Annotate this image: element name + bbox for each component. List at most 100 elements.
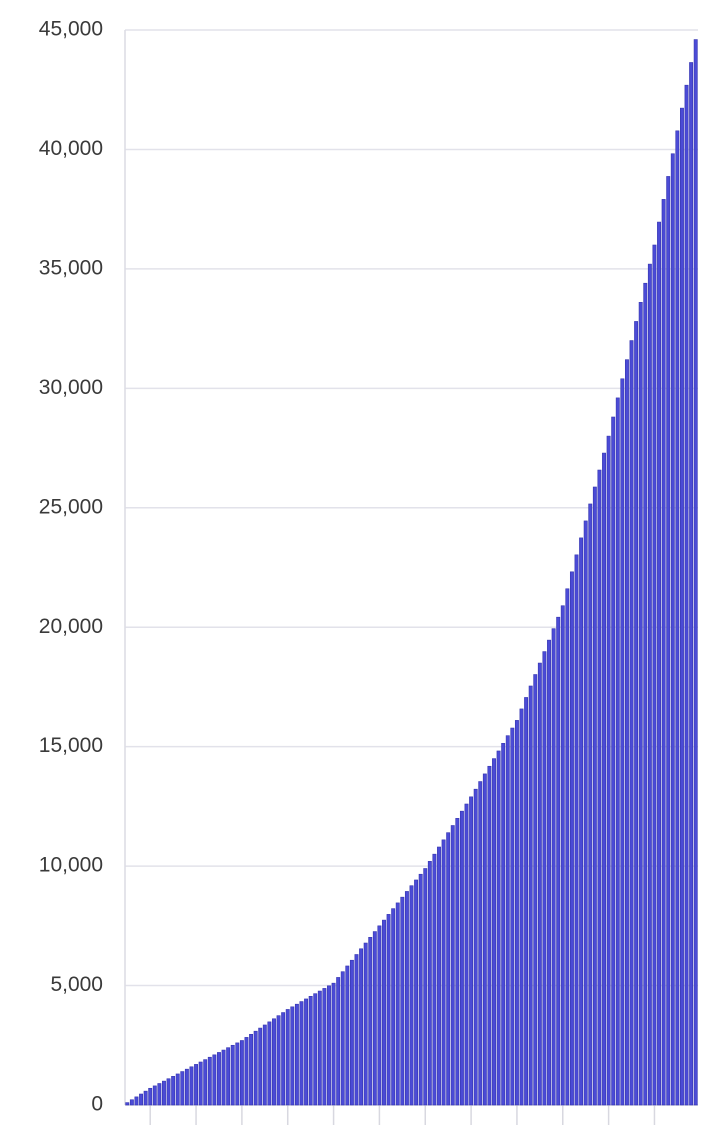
- bar: [556, 616, 561, 1106]
- bar: [414, 879, 419, 1106]
- bar: [377, 925, 382, 1106]
- bar: [221, 1049, 226, 1106]
- bar: [400, 896, 405, 1106]
- bar: [212, 1054, 217, 1106]
- bar: [359, 948, 364, 1106]
- bar: [496, 750, 501, 1106]
- bar: [611, 416, 616, 1106]
- bar: [175, 1073, 180, 1106]
- bar: [473, 788, 478, 1106]
- bar: [281, 1012, 286, 1106]
- y-tick-label: 45,000: [39, 18, 103, 41]
- bar: [432, 853, 437, 1106]
- bar: [226, 1047, 231, 1106]
- bar: [272, 1018, 276, 1106]
- bar: [510, 727, 515, 1106]
- bar: [469, 796, 474, 1106]
- bar: [597, 469, 602, 1106]
- y-tick-label: 5,000: [50, 973, 103, 996]
- bar: [363, 942, 368, 1106]
- bar: [198, 1061, 203, 1106]
- bar: [647, 263, 652, 1106]
- bar: [230, 1044, 235, 1106]
- y-tick-label: 15,000: [39, 734, 103, 757]
- bar: [253, 1030, 258, 1106]
- bar: [276, 1015, 281, 1106]
- bar: [194, 1064, 199, 1106]
- bar: [184, 1068, 189, 1106]
- bar: [354, 954, 359, 1106]
- bar: [551, 628, 556, 1106]
- bar: [514, 720, 519, 1106]
- bar: [308, 996, 313, 1106]
- bar: [574, 554, 579, 1106]
- bar: [203, 1059, 208, 1106]
- bar: [290, 1006, 295, 1106]
- bar: [382, 919, 386, 1106]
- bar: [322, 988, 327, 1106]
- bar: [349, 959, 354, 1106]
- bar: [542, 651, 547, 1106]
- y-tick-label: 35,000: [39, 256, 103, 279]
- y-tick-label: 20,000: [39, 615, 103, 638]
- bar: [652, 244, 657, 1106]
- bar: [492, 758, 496, 1106]
- bar: [693, 39, 698, 1106]
- bar: [624, 359, 629, 1106]
- bar: [615, 397, 620, 1106]
- bar: [680, 107, 684, 1106]
- bar: [620, 378, 625, 1106]
- bar: [464, 803, 469, 1106]
- bar: [569, 571, 574, 1106]
- bar: [634, 321, 639, 1106]
- bar: [207, 1056, 212, 1106]
- bar: [459, 810, 464, 1106]
- bar: [505, 735, 510, 1106]
- y-tick-label: 40,000: [39, 137, 103, 160]
- bar: [327, 985, 331, 1106]
- bar: [152, 1085, 157, 1106]
- y-tick-label: 25,000: [39, 495, 103, 518]
- bar: [395, 902, 400, 1106]
- bar: [583, 520, 588, 1106]
- bar: [629, 340, 634, 1106]
- bar: [579, 537, 584, 1106]
- bar: [592, 486, 597, 1106]
- bar: [129, 1099, 134, 1106]
- bar: [427, 861, 432, 1106]
- bar: [404, 891, 409, 1106]
- bar: [157, 1083, 162, 1106]
- bar: [638, 302, 643, 1106]
- bar: [313, 993, 318, 1106]
- bar: [162, 1080, 166, 1106]
- bar: [446, 832, 451, 1106]
- bar: [134, 1096, 139, 1106]
- bar: [560, 605, 565, 1106]
- bar: [304, 998, 309, 1106]
- bar: [533, 674, 538, 1106]
- bar: [148, 1087, 153, 1106]
- bar: [606, 435, 611, 1106]
- bar: [336, 977, 341, 1106]
- bar: [166, 1078, 171, 1106]
- bar: [258, 1027, 263, 1106]
- bar: [482, 773, 487, 1106]
- bar: [386, 914, 391, 1106]
- bar: [345, 965, 350, 1106]
- bar: [249, 1033, 254, 1106]
- bar: [501, 743, 506, 1106]
- bar: [372, 931, 377, 1106]
- bar: [689, 62, 694, 1106]
- bar: [528, 685, 533, 1106]
- bar: [317, 990, 322, 1106]
- bar: [267, 1021, 272, 1106]
- bar: [180, 1071, 185, 1106]
- bar: [588, 503, 593, 1106]
- bar: [478, 781, 483, 1106]
- bar: [285, 1009, 290, 1106]
- bar: [524, 697, 529, 1106]
- bar: [675, 130, 680, 1106]
- bar: [239, 1040, 244, 1106]
- bar: [602, 452, 606, 1106]
- bar: [217, 1052, 221, 1106]
